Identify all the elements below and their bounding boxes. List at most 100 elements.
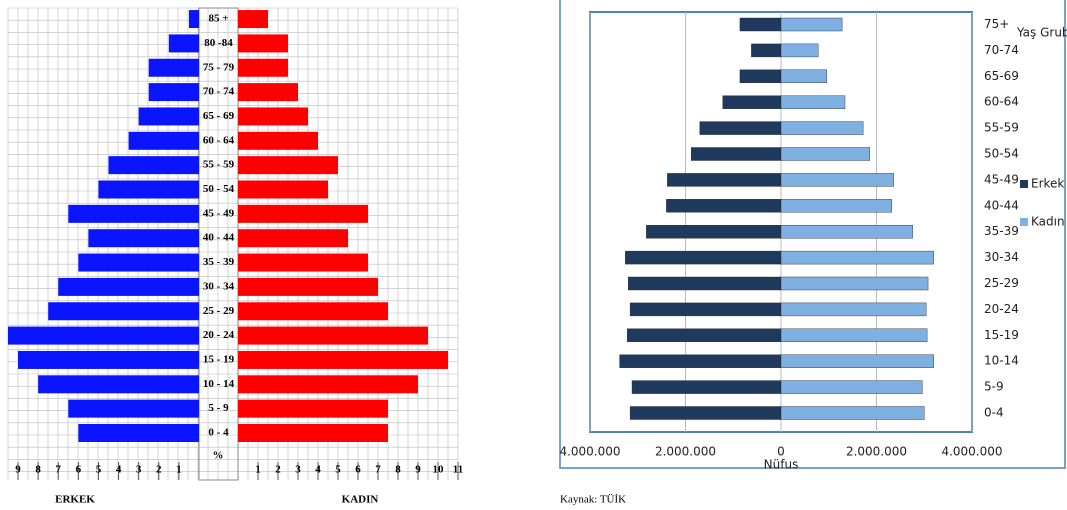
legend-label: Kadın xyxy=(1031,215,1065,229)
category-label: 65-69 xyxy=(984,69,1019,83)
bar xyxy=(238,10,268,29)
bar xyxy=(780,43,819,58)
category-label: 60-64 xyxy=(984,95,1019,109)
x-axis-label: Nüfus xyxy=(764,458,799,472)
bar xyxy=(666,199,782,213)
bar xyxy=(238,204,368,223)
category-label: 30 - 34 xyxy=(203,280,235,292)
x-tick-label: 11 xyxy=(453,464,463,476)
bar xyxy=(238,34,288,53)
bar xyxy=(667,173,782,187)
category-label: 80 -84 xyxy=(204,37,233,49)
bar xyxy=(238,277,378,296)
bar xyxy=(646,224,782,239)
category-label: 55 - 59 xyxy=(203,159,235,171)
bar xyxy=(780,173,894,187)
x-tick-label: 2.000.000 xyxy=(846,445,907,459)
x-tick-label: 8 xyxy=(395,464,401,476)
category-label: 45 - 49 xyxy=(203,207,235,219)
category-label: 5-9 xyxy=(984,380,1004,394)
bar xyxy=(619,354,782,368)
category-label: 0 - 4 xyxy=(208,427,229,439)
legend-swatch xyxy=(1020,180,1028,188)
bar xyxy=(78,424,199,442)
bar xyxy=(38,375,199,394)
x-tick-label: 4.000.000 xyxy=(559,445,620,459)
bar xyxy=(628,276,782,291)
x-tick-label: 6 xyxy=(76,464,82,476)
bar xyxy=(238,375,418,394)
bar xyxy=(780,69,828,84)
bar xyxy=(188,10,199,29)
bar xyxy=(739,17,782,32)
bar xyxy=(780,121,864,135)
bar xyxy=(78,253,199,272)
bar xyxy=(148,58,199,77)
bar xyxy=(780,406,925,420)
bar xyxy=(780,276,929,291)
bar xyxy=(625,250,782,265)
category-label: 20-24 xyxy=(984,302,1019,316)
bar xyxy=(238,58,288,77)
x-tick-label: 7 xyxy=(56,464,62,476)
bar xyxy=(238,253,368,272)
x-tick-label: 10 xyxy=(433,464,445,476)
side-label: KADIN xyxy=(342,494,379,506)
x-tick-label: 6 xyxy=(355,464,361,476)
category-label: 25-29 xyxy=(984,276,1019,290)
category-label: 10 - 14 xyxy=(203,378,235,390)
category-label: 45-49 xyxy=(984,172,1019,186)
x-tick-label: 2.000.000 xyxy=(655,445,716,459)
x-tick-label: 8 xyxy=(35,464,41,476)
x-tick-label: 5 xyxy=(335,464,341,476)
category-label: 30-34 xyxy=(984,250,1019,264)
bar xyxy=(238,399,388,418)
bar xyxy=(780,199,892,213)
bar xyxy=(128,131,199,150)
bar xyxy=(780,380,923,394)
bar xyxy=(629,302,782,317)
legend-label: Erkek xyxy=(1031,177,1064,191)
legend-swatch xyxy=(1020,218,1028,226)
x-tick-label: 4.000.000 xyxy=(941,445,1002,459)
x-axis-label: % xyxy=(213,450,224,462)
bar xyxy=(8,326,199,345)
category-label: 75 - 79 xyxy=(203,61,235,73)
bar xyxy=(68,399,199,418)
category-label: 10-14 xyxy=(984,354,1019,368)
x-tick-label: 1 xyxy=(176,464,182,476)
bar xyxy=(780,302,927,317)
right-chart: Nüfus Yaş Grubu 4.000.000 2.000.000 0 2.000… xyxy=(559,12,1067,472)
bar xyxy=(138,107,199,126)
bar xyxy=(627,328,782,342)
bar xyxy=(780,328,928,342)
category-label: 15-19 xyxy=(984,328,1019,342)
x-tick-label: 4 xyxy=(315,464,321,476)
x-tick-label: 1 xyxy=(255,464,261,476)
bar xyxy=(780,95,846,109)
bar xyxy=(780,17,843,32)
category-label: 5 - 9 xyxy=(208,402,229,414)
source: Kaynak: TÜİK xyxy=(560,494,626,506)
bar xyxy=(722,95,782,109)
x-tick-label: 0 xyxy=(777,445,785,459)
bar xyxy=(148,83,199,102)
bar xyxy=(168,34,199,53)
category-label: 85 + xyxy=(208,13,228,25)
category-label: 20 - 24 xyxy=(203,329,235,341)
x-tick-label: 4 xyxy=(116,464,122,476)
bar xyxy=(238,156,338,175)
bar xyxy=(780,224,913,239)
bar xyxy=(68,204,199,223)
chart-frame xyxy=(559,0,1066,469)
bar xyxy=(238,326,428,345)
x-tick-label: 5 xyxy=(96,464,102,476)
bar xyxy=(751,43,782,58)
bar xyxy=(238,350,448,369)
bar xyxy=(98,180,199,199)
x-tick-label: 7 xyxy=(375,464,381,476)
x-tick-label: 2 xyxy=(275,464,281,476)
bar xyxy=(238,107,308,126)
x-tick-label: 3 xyxy=(295,464,301,476)
